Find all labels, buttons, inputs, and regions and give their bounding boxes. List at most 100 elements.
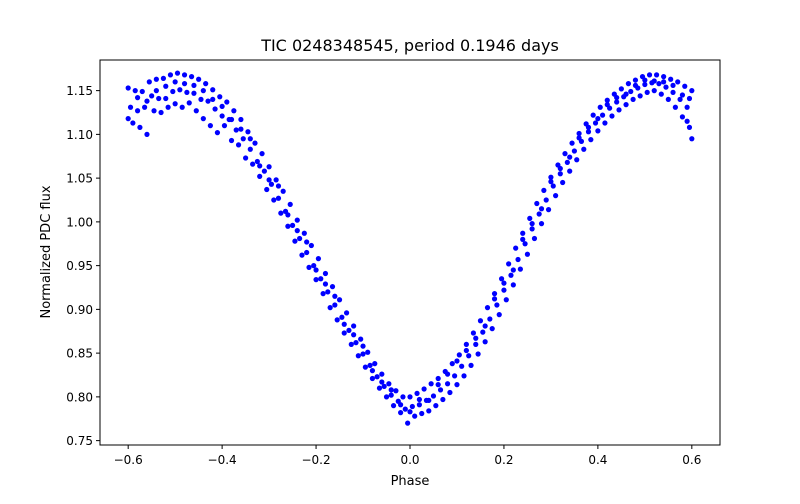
data-point [341, 330, 347, 336]
data-point [172, 101, 178, 107]
data-point [334, 317, 340, 323]
data-point [149, 93, 155, 99]
data-point [679, 92, 686, 98]
data-point [661, 79, 667, 85]
data-point [306, 264, 312, 270]
y-tick-label: 1.10 [66, 128, 93, 142]
data-point [137, 124, 143, 130]
data-point [125, 116, 131, 122]
data-point [656, 81, 662, 87]
data-point [510, 282, 516, 288]
data-point [562, 151, 568, 157]
data-point [210, 87, 216, 93]
data-point [548, 179, 554, 185]
data-point [210, 96, 216, 102]
data-point [651, 88, 657, 94]
data-point [362, 364, 368, 370]
data-point [602, 120, 608, 126]
data-point [167, 72, 174, 78]
data-point [212, 106, 218, 112]
data-point [386, 381, 392, 387]
data-point [165, 104, 171, 110]
data-point [470, 330, 477, 336]
data-point [482, 339, 488, 345]
data-points [125, 70, 695, 426]
data-point [529, 226, 535, 232]
data-point [228, 137, 235, 144]
data-point [585, 124, 592, 130]
data-point [146, 79, 152, 85]
data-point [517, 266, 523, 272]
data-point [214, 130, 221, 136]
data-point [250, 161, 256, 167]
data-point [447, 389, 453, 396]
y-tick-label: 1.05 [66, 172, 93, 186]
data-point [595, 128, 601, 134]
y-tick-label: 0.90 [66, 303, 93, 317]
data-point [668, 76, 674, 82]
data-point [609, 113, 615, 119]
data-point [416, 396, 422, 403]
data-point [351, 323, 357, 329]
data-point [224, 99, 230, 105]
data-point [534, 200, 540, 207]
data-point [642, 77, 648, 83]
data-point [435, 382, 441, 388]
data-point [515, 256, 521, 263]
data-point [644, 89, 650, 95]
data-point [588, 137, 594, 143]
data-point [287, 201, 293, 207]
data-point [188, 74, 195, 80]
data-point [343, 310, 350, 316]
data-point [360, 343, 366, 349]
x-tick-label: −0.6 [114, 453, 143, 467]
data-point [339, 314, 345, 320]
data-point [623, 91, 629, 97]
data-point [390, 403, 397, 409]
data-point [428, 381, 434, 387]
data-point [142, 104, 148, 110]
data-point [304, 249, 310, 256]
data-point [567, 154, 573, 160]
data-point [257, 163, 263, 169]
data-point [567, 168, 573, 174]
data-point [240, 136, 246, 142]
data-point [435, 375, 441, 382]
data-point [158, 109, 164, 116]
data-point [367, 362, 373, 368]
data-point [426, 408, 432, 414]
data-point [388, 387, 394, 393]
data-point [228, 116, 235, 123]
data-point [172, 79, 178, 85]
data-point [538, 206, 545, 212]
data-point [616, 107, 622, 113]
data-point [527, 215, 533, 221]
data-point [327, 305, 333, 311]
data-point [219, 103, 225, 109]
data-point [632, 82, 639, 88]
data-point [332, 302, 338, 308]
axis-ticks: −0.6 −0.4 −0.2 0.0 0.2 0.4 0.6 0.75 0.80 0.85 0.90… [66, 84, 701, 467]
data-point [571, 148, 577, 154]
data-point [625, 81, 632, 87]
data-point [179, 104, 185, 110]
data-point [421, 386, 427, 392]
data-point [444, 371, 451, 377]
data-point [351, 332, 357, 338]
data-point [393, 388, 399, 394]
data-point [151, 108, 157, 114]
data-point [407, 394, 413, 400]
data-point [285, 223, 291, 229]
data-point [294, 228, 300, 234]
data-point [266, 164, 272, 170]
data-point [181, 81, 188, 87]
data-point [581, 146, 587, 152]
y-axis-label: Normalized PDC flux [39, 185, 54, 318]
data-point [480, 329, 486, 335]
data-point [684, 104, 690, 110]
data-point [238, 116, 244, 123]
data-point [144, 131, 150, 137]
data-point [454, 358, 460, 364]
data-point [682, 83, 688, 89]
